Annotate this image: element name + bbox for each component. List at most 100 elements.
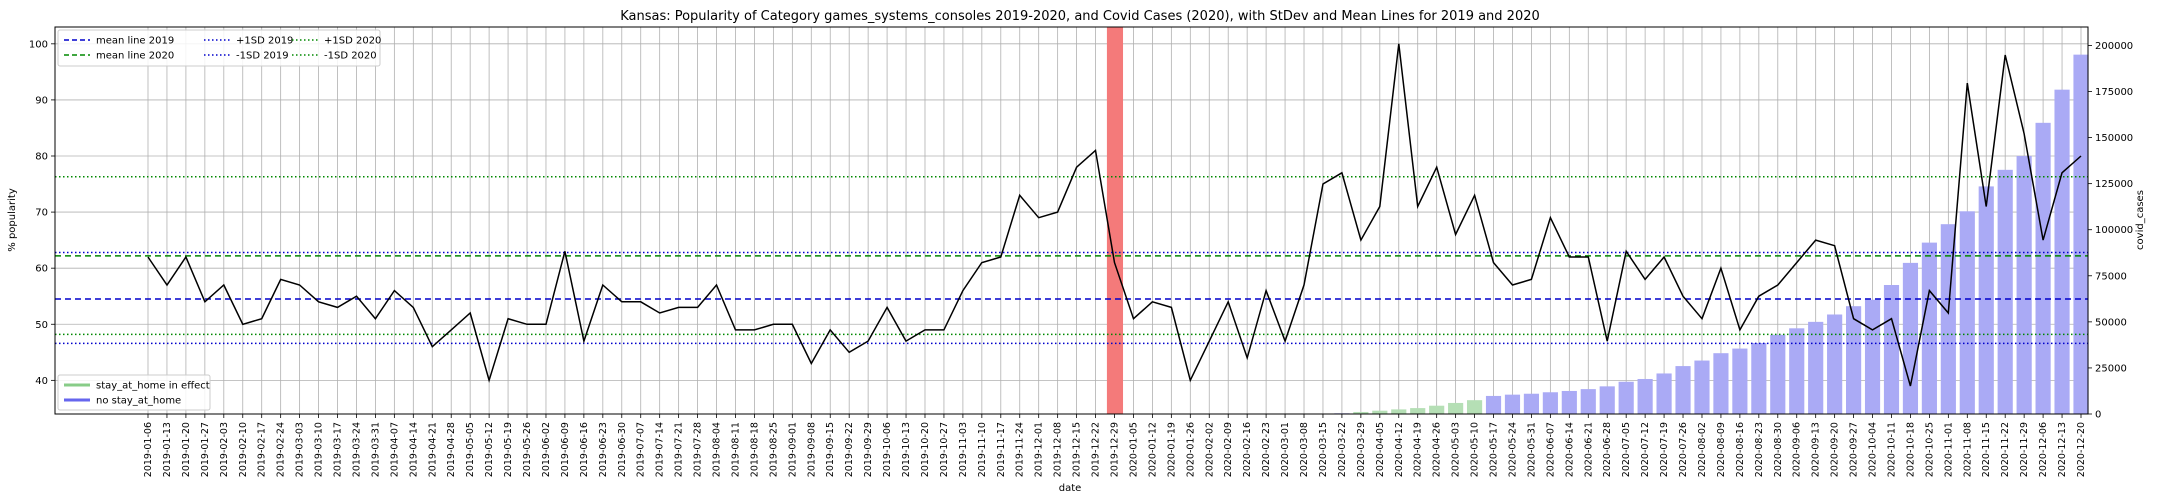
x-tick-label: 2020-02-23 (1261, 422, 1272, 477)
x-tick-label: 2020-05-31 (1526, 422, 1537, 477)
x-tick-label: 2020-04-19 (1413, 422, 1424, 477)
x-tick-label: 2019-03-03 (295, 422, 306, 477)
x-tick-label: 2019-03-10 (314, 422, 325, 477)
covid-bar (1675, 366, 1690, 414)
x-tick-label: 2020-04-12 (1394, 422, 1405, 477)
x-tick-label: 2020-10-04 (1868, 422, 1879, 477)
covid-bar (1600, 386, 1615, 414)
covid-bar (2073, 55, 2088, 414)
covid-bar (1448, 403, 1463, 414)
x-tick-label: 2020-12-13 (2057, 422, 2068, 477)
covid-bar (1410, 408, 1425, 414)
reference-lines (55, 177, 2088, 344)
x-tick-label: 2020-05-03 (1451, 422, 1462, 477)
covid-bar (1694, 361, 1709, 414)
x-tick-label: 2019-02-24 (276, 422, 287, 477)
x-tick-label: 2019-07-07 (636, 422, 647, 477)
x-tick-label: 2019-06-09 (560, 422, 571, 477)
legend-stay-at-home: stay_at_home in effect no stay_at_home (58, 375, 210, 410)
x-tick-label: 2020-05-24 (1507, 422, 1518, 477)
x-tick-label: 2020-04-26 (1432, 422, 1443, 477)
x-tick-label: 2019-05-12 (484, 422, 495, 477)
legend-label: no stay_at_home (96, 396, 181, 407)
x-tick-label: 2020-01-26 (1185, 422, 1196, 477)
x-tick-label: 2020-07-12 (1640, 422, 1651, 477)
x-tick-label: 2019-03-31 (370, 422, 381, 477)
x-tick-label: 2020-11-08 (1962, 422, 1973, 477)
x-tick-label: 2020-03-29 (1356, 422, 1367, 477)
covid-bar (1960, 211, 1975, 414)
x-tick-label: 2019-07-14 (655, 422, 666, 477)
covid-bar (1581, 389, 1596, 414)
x-tick-label: 2019-02-10 (238, 422, 249, 477)
y2-tick-label: 25000 (2095, 363, 2127, 374)
x-tick-label: 2019-09-15 (825, 422, 836, 477)
x-tick-label: 2019-08-18 (749, 422, 760, 477)
covid-bar (1789, 328, 1804, 414)
x-tick-label: 2019-11-24 (1015, 422, 1026, 477)
x-tick-label: 2019-06-16 (579, 422, 590, 477)
x-tick-label: 2019-03-24 (351, 422, 362, 477)
y2-tick-label: 75000 (2095, 271, 2127, 282)
x-tick-label: 2020-10-18 (1905, 422, 1916, 477)
legend-label: -1SD 2020 (324, 51, 377, 62)
highlight-layer (1107, 27, 1123, 414)
y2-axis-label: covid_cases (2135, 190, 2146, 250)
covid-bar (2017, 156, 2032, 414)
x-tick-label: 2020-01-05 (1128, 422, 1139, 477)
covid-bar (1656, 373, 1671, 414)
y2-tick-label: 200000 (2095, 41, 2133, 52)
covid-bar (1808, 322, 1823, 414)
x-tick-label: 2019-06-02 (541, 422, 552, 477)
covid-bar (1638, 379, 1653, 414)
x-tick-label: 2020-06-07 (1545, 422, 1556, 477)
y-tick-label: 80 (35, 152, 48, 163)
covid-bar (2036, 123, 2051, 414)
x-tick-label: 2019-09-29 (863, 422, 874, 477)
x-tick-label: 2020-07-26 (1678, 422, 1689, 477)
x-tick-label: 2019-04-07 (389, 422, 400, 477)
x-tick-label: 2019-03-17 (333, 422, 344, 477)
chart-title: Kansas: Popularity of Category games_sys… (620, 9, 1540, 24)
x-tick-label: 2020-08-02 (1697, 422, 1708, 477)
x-tick-label: 2019-12-01 (1034, 422, 1045, 477)
x-axis-label: date (1059, 483, 1082, 494)
covid-bar (1562, 391, 1577, 414)
covid-bar (1751, 343, 1766, 414)
covid-bar (1998, 170, 2013, 414)
x-tick-label: 2020-01-12 (1147, 422, 1158, 477)
legend-label: stay_at_home in effect (96, 381, 210, 392)
covid-bars (1296, 55, 2088, 414)
x-tick-label: 2019-06-23 (598, 422, 609, 477)
covid-bar (1486, 396, 1501, 414)
x-tick-label: 2020-08-30 (1773, 422, 1784, 477)
covid-bar (1505, 395, 1520, 414)
x-tick-label: 2019-11-17 (996, 422, 1007, 477)
x-tick-label: 2019-11-03 (958, 422, 969, 477)
x-tick-label: 2020-02-09 (1223, 422, 1234, 477)
x-tick-label: 2020-12-06 (2038, 422, 2049, 477)
covid-bar (1429, 406, 1444, 414)
x-tick-label: 2020-05-17 (1489, 422, 1500, 477)
x-tick-label: 2020-01-19 (1166, 422, 1177, 477)
x-tick-label: 2019-05-26 (522, 422, 533, 477)
covid-bar (1619, 382, 1634, 414)
x-tick-label: 2019-06-30 (617, 422, 628, 477)
x-tick-label: 2020-02-16 (1242, 422, 1253, 477)
x-tick-label: 2019-05-05 (465, 422, 476, 477)
highlight-band (1107, 27, 1123, 414)
x-tick-label: 2019-04-14 (408, 422, 419, 477)
x-tick-label: 2020-11-22 (2000, 422, 2011, 477)
x-tick-label: 2020-08-16 (1735, 422, 1746, 477)
x-tick-label: 2019-10-20 (920, 422, 931, 477)
x-tick-label: 2020-05-10 (1470, 422, 1481, 477)
x-tick-label: 2020-02-02 (1204, 422, 1215, 477)
x-tick-label: 2020-04-05 (1375, 422, 1386, 477)
x-tick-label: 2019-02-17 (257, 422, 268, 477)
x-tick-label: 2020-09-13 (1811, 422, 1822, 477)
x-tick-label: 2019-02-03 (219, 422, 230, 477)
covid-bar (1922, 243, 1937, 414)
x-tick-label: 2020-08-23 (1754, 422, 1765, 477)
x-tick-label: 2020-06-28 (1602, 422, 1613, 477)
y2-tick-label: 175000 (2095, 87, 2133, 98)
